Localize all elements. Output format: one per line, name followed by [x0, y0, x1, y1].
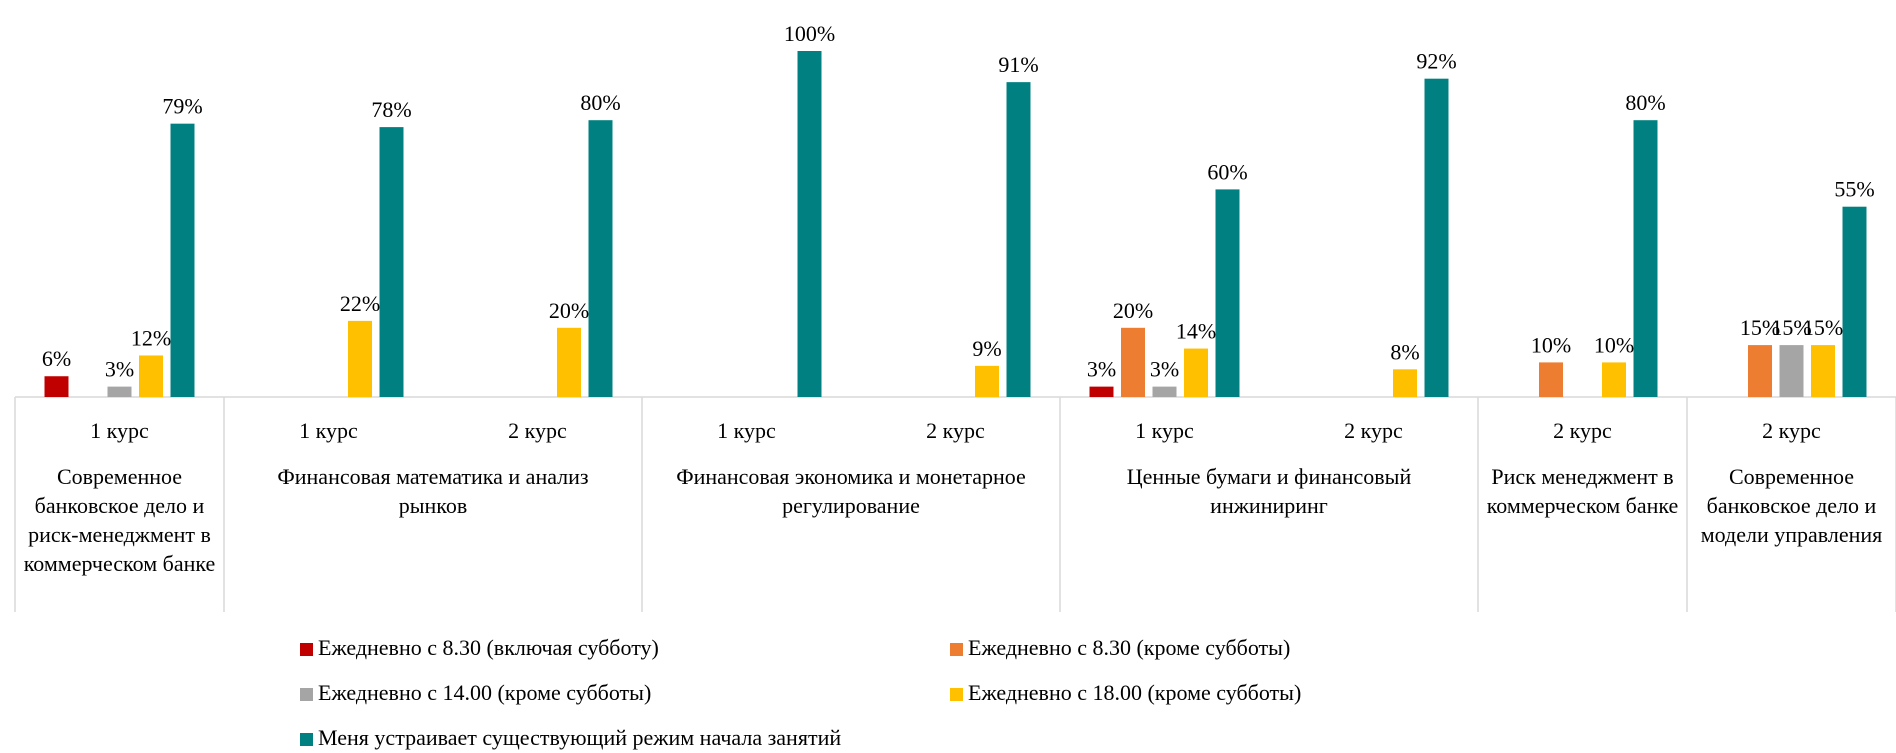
bar	[1184, 348, 1208, 397]
bar	[1424, 78, 1449, 398]
bar	[1842, 206, 1867, 397]
bar	[797, 51, 822, 397]
bar	[1811, 345, 1835, 397]
x-tick-label: 1 курс	[299, 418, 358, 443]
group-label: Финансовая экономика и монетарное регули…	[676, 464, 1026, 518]
x-tick-label: 2 курс	[926, 418, 985, 443]
data-label: 22%	[340, 291, 380, 316]
bar	[1393, 369, 1417, 397]
bar	[1215, 189, 1240, 397]
group-label: Ценные бумаги и финансовый инжиниринг	[1126, 464, 1412, 518]
data-label: 12%	[131, 325, 171, 350]
legend-label: Ежедневно с 8.30 (включая субботу)	[318, 635, 659, 660]
group-label: Финансовая математика и анализ рынков	[277, 464, 589, 518]
legend-label: Ежедневно с 14.00 (кроме субботы)	[318, 680, 651, 705]
data-label: 79%	[162, 94, 202, 119]
x-tick-label: 1 курс	[90, 418, 149, 443]
bar	[379, 127, 404, 398]
legend-label: Ежедневно с 18.00 (кроме субботы)	[968, 680, 1301, 705]
bar	[1633, 120, 1658, 397]
bar	[1602, 362, 1626, 397]
data-label: 80%	[1625, 90, 1665, 115]
bar	[557, 327, 581, 397]
x-tick-label: 2 курс	[1762, 418, 1821, 443]
data-label: 91%	[998, 52, 1038, 77]
data-label: 55%	[1834, 177, 1874, 202]
legend-label: Меня устраивает существующий режим начал…	[318, 725, 841, 750]
legend-marker	[300, 733, 313, 746]
bar	[1089, 386, 1114, 397]
legend-marker	[950, 688, 963, 701]
bar	[139, 355, 163, 397]
bar	[44, 376, 69, 397]
bar	[1152, 386, 1177, 397]
bar	[975, 365, 999, 397]
data-label: 15%	[1771, 315, 1811, 340]
legend-marker	[950, 643, 963, 656]
group-label: Риск менеджмент в коммерческом банке	[1486, 464, 1679, 518]
data-label: 10%	[1531, 332, 1571, 357]
data-label: 9%	[972, 336, 1001, 361]
data-label: 14%	[1176, 319, 1216, 344]
x-tick-label: 1 курс	[1135, 418, 1194, 443]
bar	[1748, 345, 1772, 397]
data-label: 10%	[1594, 332, 1634, 357]
legend-marker	[300, 643, 313, 656]
bar	[1006, 82, 1031, 397]
data-label: 78%	[371, 97, 411, 122]
x-tick-label: 2 курс	[1553, 418, 1612, 443]
bar	[170, 123, 195, 397]
x-tick-label: 1 курс	[717, 418, 776, 443]
data-label: 6%	[42, 346, 71, 371]
data-label: 3%	[105, 357, 134, 382]
bar	[1539, 362, 1563, 397]
legend-label: Ежедневно с 8.30 (кроме субботы)	[968, 635, 1290, 660]
data-label: 8%	[1390, 339, 1419, 364]
data-label: 3%	[1150, 357, 1179, 382]
legend-marker	[300, 688, 313, 701]
data-label: 20%	[1113, 298, 1153, 323]
bar	[348, 320, 372, 397]
data-label: 100%	[784, 21, 835, 46]
data-label: 92%	[1416, 49, 1456, 74]
data-label: 60%	[1207, 159, 1247, 184]
x-tick-label: 2 курс	[1344, 418, 1403, 443]
data-label: 3%	[1087, 357, 1116, 382]
x-tick-label: 2 курс	[508, 418, 567, 443]
group-label: Современное банковское дело и модели упр…	[1700, 464, 1883, 547]
group-label: Современное банковское дело и риск-менед…	[23, 464, 216, 576]
bar	[1779, 345, 1804, 397]
bar	[1121, 327, 1145, 397]
data-label: 15%	[1803, 315, 1843, 340]
bar	[107, 386, 132, 397]
data-label: 80%	[580, 90, 620, 115]
bar	[588, 120, 613, 397]
data-label: 20%	[549, 298, 589, 323]
data-label: 15%	[1740, 315, 1780, 340]
